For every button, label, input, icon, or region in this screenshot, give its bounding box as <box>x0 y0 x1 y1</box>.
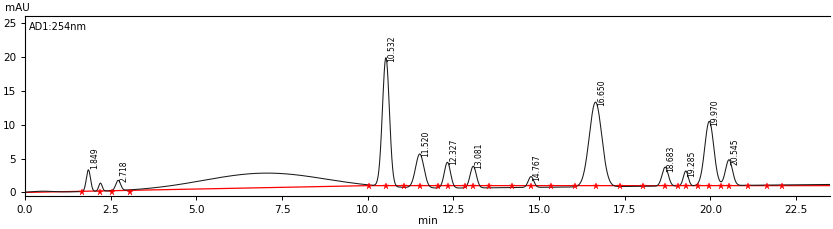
Text: 10.532: 10.532 <box>387 35 397 62</box>
Text: 2.718: 2.718 <box>120 160 128 182</box>
Text: 19.970: 19.970 <box>711 99 720 126</box>
Text: 18.683: 18.683 <box>666 146 676 172</box>
Text: 14.767: 14.767 <box>532 154 541 181</box>
Text: 13.081: 13.081 <box>475 143 484 169</box>
Text: 16.650: 16.650 <box>597 79 606 106</box>
X-axis label: min: min <box>418 216 437 226</box>
Text: 11.520: 11.520 <box>421 131 430 157</box>
Text: 12.327: 12.327 <box>449 139 458 165</box>
Text: 20.545: 20.545 <box>731 139 740 165</box>
Text: AD1:254nm: AD1:254nm <box>29 22 87 32</box>
Text: 19.285: 19.285 <box>687 150 696 177</box>
Text: 1.849: 1.849 <box>90 148 99 169</box>
Text: mAU: mAU <box>5 3 30 13</box>
